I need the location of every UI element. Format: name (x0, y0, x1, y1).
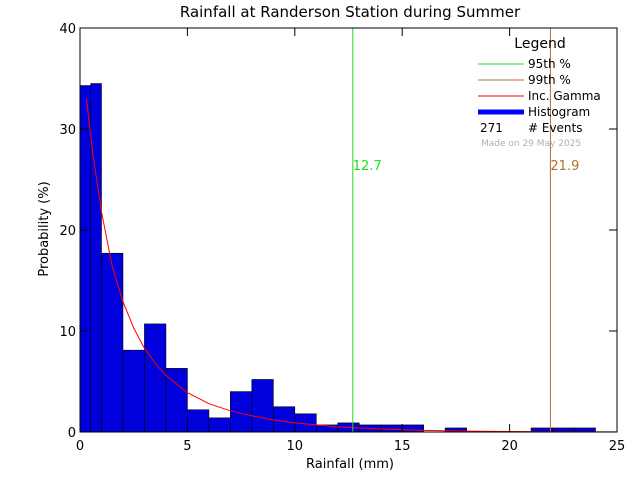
legend-label-p99: 99th % (528, 73, 571, 87)
chart-title: Rainfall at Randerson Station during Sum… (180, 3, 521, 21)
y-axis-title: Probability (%) (37, 181, 52, 276)
histogram-bar (251, 379, 274, 433)
legend-label-histogram: Histogram (528, 105, 590, 119)
x-tick-label: 25 (609, 439, 626, 454)
x-tick-label: 20 (501, 439, 518, 454)
percentile-label-p95: 12.7 (353, 159, 382, 174)
made-on-credit: Made on 29 May 2025 (481, 139, 581, 149)
y-tick-label: 0 (68, 426, 76, 441)
legend-events-count: 271 (480, 121, 503, 135)
gamma-curve-line (85, 98, 618, 433)
histogram-bar (144, 323, 167, 433)
gamma-curve-group (85, 98, 618, 433)
percentile-label-p99: 21.9 (550, 159, 579, 174)
histogram-bar (122, 349, 145, 433)
x-tick-label: 0 (76, 439, 84, 454)
y-tick-label: 10 (59, 325, 76, 340)
histogram-bar (380, 424, 403, 433)
histogram-bar (79, 85, 92, 433)
axis-ticks: 0 5 10 15 20 25 0 10 20 30 40 (59, 22, 625, 454)
x-axis-title: Rainfall (mm) (306, 457, 394, 472)
percentile-lines: 12.7 21.9 (352, 28, 579, 432)
histogram-bar (187, 409, 210, 433)
histogram-bar (273, 406, 296, 433)
histogram-bar (401, 424, 424, 433)
legend-label-gamma: Inc. Gamma (528, 89, 601, 103)
legend: Legend 95th % 99th % Inc. Gamma Histogra… (478, 36, 601, 149)
histogram-bars (79, 83, 596, 433)
legend-label-p95: 95th % (528, 57, 571, 71)
x-tick-label: 5 (183, 439, 191, 454)
legend-title: Legend (514, 36, 565, 52)
x-tick-label: 15 (394, 439, 411, 454)
y-tick-label: 40 (59, 22, 76, 37)
y-tick-label: 30 (59, 123, 76, 138)
histogram-bar (90, 83, 102, 433)
legend-events-label: # Events (528, 121, 583, 135)
histogram-bar (208, 417, 231, 433)
x-tick-label: 10 (287, 439, 304, 454)
y-tick-label: 20 (59, 224, 76, 239)
histogram-bar (101, 252, 124, 433)
